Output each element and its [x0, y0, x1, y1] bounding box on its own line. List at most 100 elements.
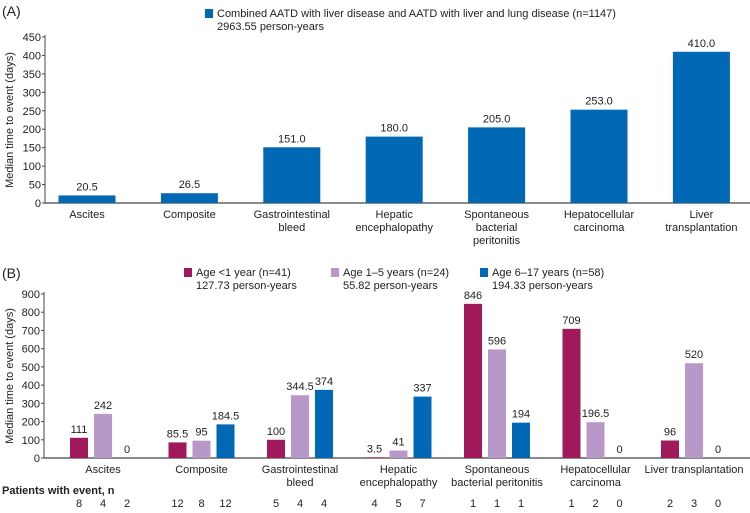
data-label: 0 [124, 444, 130, 456]
bar [488, 349, 506, 458]
legend-subtitle: 2963.55 person-years [217, 21, 325, 33]
patients-count: 1 [518, 498, 524, 510]
x-category-label: Gastrointestinal [262, 464, 338, 476]
data-label: 253.0 [585, 96, 613, 108]
panel-b-chart: (B)Median time to event (days)0100200300… [2, 265, 750, 510]
legend-label: Combined AATD with liver disease and AAT… [217, 8, 616, 20]
data-label: 194 [512, 409, 530, 421]
legend-label: Age 6–17 years (n=58) [492, 267, 604, 279]
patients-count: 2 [124, 498, 130, 510]
y-tick-label: 800 [22, 307, 40, 319]
data-label: 344.5 [286, 381, 314, 393]
y-tick-label: 150 [23, 143, 41, 155]
bar [685, 363, 703, 458]
bar [413, 396, 432, 458]
x-category-label: Hepatic [380, 464, 418, 476]
x-category-label: bleed [287, 477, 314, 489]
legend-subtitle: 194.33 person-years [492, 280, 593, 292]
x-category-label: Spontaneous [464, 209, 529, 221]
data-label: 337 [413, 383, 431, 395]
legend-swatch [480, 268, 488, 277]
y-tick-label: 400 [22, 380, 40, 392]
patients-count: 12 [171, 498, 183, 510]
data-label: 151.0 [278, 133, 306, 145]
data-label: 3.5 [367, 443, 382, 455]
data-label: 184.5 [212, 410, 240, 422]
y-tick-label: 300 [22, 398, 40, 410]
bar [661, 440, 679, 458]
bar [365, 136, 423, 203]
patients-count: 7 [419, 498, 425, 510]
data-label: 41 [392, 437, 404, 449]
data-label: 180.0 [380, 123, 408, 135]
data-label: 96 [664, 427, 676, 439]
y-tick-label: 0 [34, 453, 40, 465]
legend-swatch [205, 9, 213, 18]
patients-with-event-label: Patients with event, n [2, 485, 115, 497]
patients-count: 4 [371, 498, 377, 510]
x-category-label: Hepatocellular [560, 464, 631, 476]
patients-count: 1 [568, 498, 574, 510]
panel-label: (A) [2, 3, 21, 19]
legend-subtitle: 55.82 person-years [343, 280, 438, 292]
bar [70, 437, 88, 458]
bar [94, 413, 112, 458]
x-category-label: encephalopathy [360, 477, 438, 489]
patients-count: 2 [667, 498, 673, 510]
legend-swatch [184, 268, 192, 277]
data-label: 520 [685, 349, 703, 361]
bar [168, 442, 187, 458]
data-label: 111 [71, 424, 88, 436]
patients-count: 5 [395, 498, 401, 510]
bar [464, 303, 482, 458]
bar [291, 395, 309, 458]
bar [672, 51, 730, 203]
patients-count: 12 [219, 498, 231, 510]
bar [389, 450, 408, 458]
patients-count: 5 [273, 498, 279, 510]
x-category-label: Liver transplantation [644, 464, 743, 476]
bar [315, 389, 333, 458]
data-label: 596 [488, 335, 506, 347]
x-category-label: Ascites [85, 464, 121, 476]
patients-count: 1 [470, 498, 476, 510]
y-tick-label: 450 [23, 32, 41, 44]
x-category-label: transplantation [665, 222, 737, 234]
patients-count: 4 [321, 498, 327, 510]
bar [263, 147, 321, 203]
y-tick-label: 100 [23, 161, 41, 173]
data-label: 196.5 [582, 408, 610, 420]
data-label: 0 [616, 444, 622, 456]
x-category-label: bacterial [476, 222, 518, 234]
x-category-label: Liver [689, 209, 713, 221]
y-tick-label: 350 [23, 69, 41, 81]
legend-swatch [331, 268, 339, 277]
patients-count: 1 [494, 498, 500, 510]
legend-label: Age <1 year (n=41) [196, 267, 291, 279]
data-label: 709 [562, 315, 580, 327]
data-label: 205.0 [483, 113, 511, 125]
bar [160, 193, 218, 203]
bar [216, 424, 235, 458]
x-category-label: bleed [278, 222, 305, 234]
patients-count: 4 [100, 498, 106, 510]
panel-a-chart: (A) Median time to event (days) 0 50 100 150 2… [2, 3, 750, 247]
y-tick-label: 600 [22, 344, 40, 356]
patients-count: 0 [715, 498, 721, 510]
data-label: 100 [267, 426, 285, 438]
y-tick-label: 250 [23, 106, 41, 118]
patients-count: 3 [691, 498, 697, 510]
data-label: 20.5 [76, 181, 97, 193]
y-tick-label: 900 [22, 289, 40, 301]
x-category-label: bacterial peritonitis [451, 477, 543, 489]
patients-count: 8 [198, 498, 204, 510]
data-label: 410.0 [688, 38, 716, 50]
bar [468, 127, 526, 203]
patients-count: 8 [76, 498, 82, 510]
x-category-label: Composite [163, 209, 216, 221]
x-category-label: encephalopathy [355, 222, 433, 234]
data-label: 374 [315, 376, 333, 388]
bar [562, 328, 581, 458]
legend-subtitle: 127.73 person-years [196, 280, 297, 292]
